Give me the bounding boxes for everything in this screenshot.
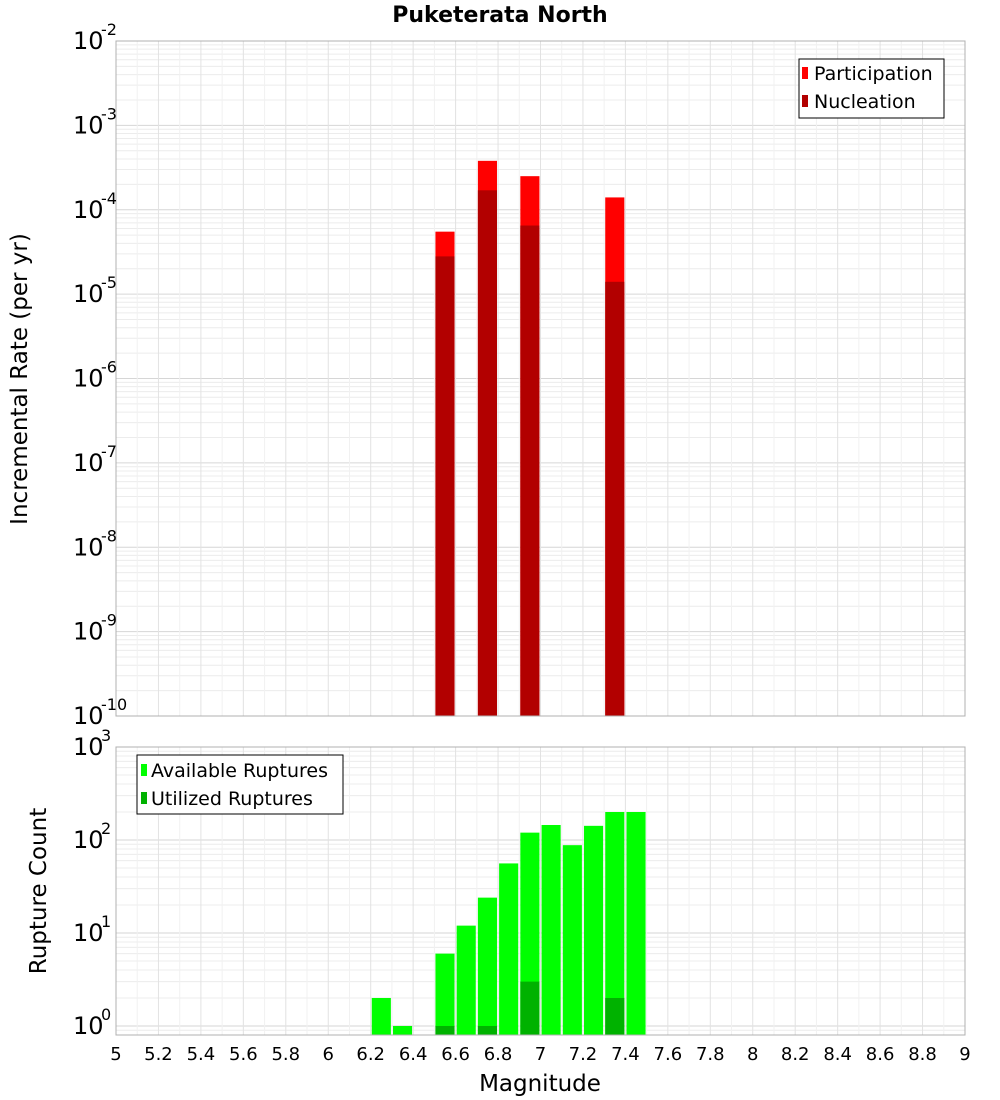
y-tick-label: 10 (73, 618, 104, 646)
legend-nucleation-label: Nucleation (814, 91, 916, 113)
y-tick-label: 10 (73, 702, 104, 730)
legend-participation-swatch (802, 67, 808, 79)
y-tick-exponent: -7 (101, 442, 117, 461)
count-bar-b (520, 981, 540, 1035)
x-tick-label: 8 (747, 1044, 758, 1065)
count-bar-a (499, 863, 519, 1035)
x-tick-label: 8.6 (866, 1044, 895, 1065)
count-legend-box (136, 754, 344, 815)
x-tick-label: 8.8 (908, 1044, 937, 1065)
count-bar-a (371, 997, 391, 1035)
count-bar-a (456, 925, 476, 1035)
y-tick-exponent: -9 (101, 611, 117, 630)
y-tick-label: 10 (73, 919, 104, 947)
rate-bar-b (605, 281, 625, 716)
y-tick-exponent: 1 (101, 912, 111, 931)
y-tick-label: 10 (73, 533, 104, 561)
count-bar-a (605, 812, 625, 1035)
y-tick-label: 10 (73, 449, 104, 477)
count-bar-a (562, 845, 582, 1035)
count-plot-border (115, 746, 966, 1036)
rate-y-axis-label: Incremental Rate (per yr) (7, 233, 33, 525)
legend-nucleation-swatch (802, 95, 808, 107)
y-tick-exponent: -10 (101, 695, 127, 714)
x-tick-label: 6 (323, 1044, 334, 1065)
count-legend: Available Ruptures Utilized Ruptures (136, 754, 344, 815)
legend-available-swatch (141, 764, 147, 776)
y-tick-exponent: 2 (101, 819, 111, 838)
rate-bar-b (520, 225, 540, 716)
rate-plot-border (115, 40, 966, 717)
y-tick-exponent: -4 (101, 189, 117, 208)
x-tick-label: 8.2 (781, 1044, 810, 1065)
count-bar-b (605, 997, 625, 1035)
x-tick-label: 7.2 (569, 1044, 598, 1065)
y-tick-exponent: -6 (101, 358, 117, 377)
y-tick-exponent: -8 (101, 526, 117, 545)
legend-available-label: Available Ruptures (151, 760, 328, 782)
count-bar-a (435, 953, 455, 1035)
count-bars (371, 812, 646, 1035)
y-tick-exponent: -5 (101, 273, 117, 292)
rate-grid (115, 40, 966, 717)
y-tick-label: 10 (73, 365, 104, 393)
x-tick-label: 6.6 (441, 1044, 470, 1065)
rate-bar-b (477, 190, 497, 716)
count-bar-a (477, 897, 497, 1035)
x-tick-label: 6.8 (484, 1044, 513, 1065)
x-tick-label: 7.8 (696, 1044, 725, 1065)
x-tick-label: 5.2 (144, 1044, 173, 1065)
y-tick-label: 10 (73, 280, 104, 308)
x-tick-label: 6.4 (399, 1044, 428, 1065)
count-bar-a (392, 1025, 413, 1035)
count-bar-a (541, 824, 561, 1035)
count-bar-b (435, 1025, 455, 1035)
y-tick-label: 10 (73, 111, 104, 139)
y-tick-exponent: 0 (101, 1005, 111, 1024)
legend-participation-label: Participation (814, 63, 933, 85)
x-tick-label: 5.6 (229, 1044, 258, 1065)
rate-legend: Participation Nucleation (798, 58, 945, 119)
x-tick-label: 8.4 (823, 1044, 852, 1065)
y-tick-label: 10 (73, 1012, 104, 1040)
x-tick-label: 5.8 (271, 1044, 300, 1065)
y-tick-exponent: 3 (101, 726, 111, 745)
count-bar-a (626, 812, 646, 1035)
y-tick-label: 10 (73, 196, 104, 224)
x-tick-label: 9 (959, 1044, 970, 1065)
y-tick-exponent: -2 (101, 20, 117, 39)
count-bar-a (584, 825, 604, 1035)
chart-title: Puketerata North (392, 3, 607, 28)
legend-utilized-swatch (141, 792, 147, 804)
x-tick-label: 5 (110, 1044, 121, 1065)
x-tick-label: 7.4 (611, 1044, 640, 1065)
x-tick-label: 6.2 (356, 1044, 385, 1065)
x-tick-label: 7.6 (654, 1044, 683, 1065)
legend-utilized-label: Utilized Ruptures (151, 788, 313, 810)
y-tick-label: 10 (73, 27, 104, 55)
x-tick-label: 5.4 (187, 1044, 216, 1065)
count-bar-b (477, 1025, 497, 1035)
rate-bar-b (435, 256, 455, 716)
y-tick-exponent: -3 (101, 104, 117, 123)
count-y-axis-label: Rupture Count (26, 808, 52, 974)
rate-legend-box (798, 58, 945, 119)
magnitude-x-ticks: 5 5.2 5.4 5.6 5.8 6 6.2 6.4 6.6 6.8 7 7.2 7.4 7.6 7.8 8… (110, 1044, 970, 1065)
x-tick-label: 7 (535, 1044, 546, 1065)
rate-bars (435, 160, 625, 717)
y-tick-label: 10 (73, 826, 104, 854)
magnitude-x-axis-label: Magnitude (479, 1071, 601, 1097)
y-tick-label: 10 (73, 733, 104, 761)
